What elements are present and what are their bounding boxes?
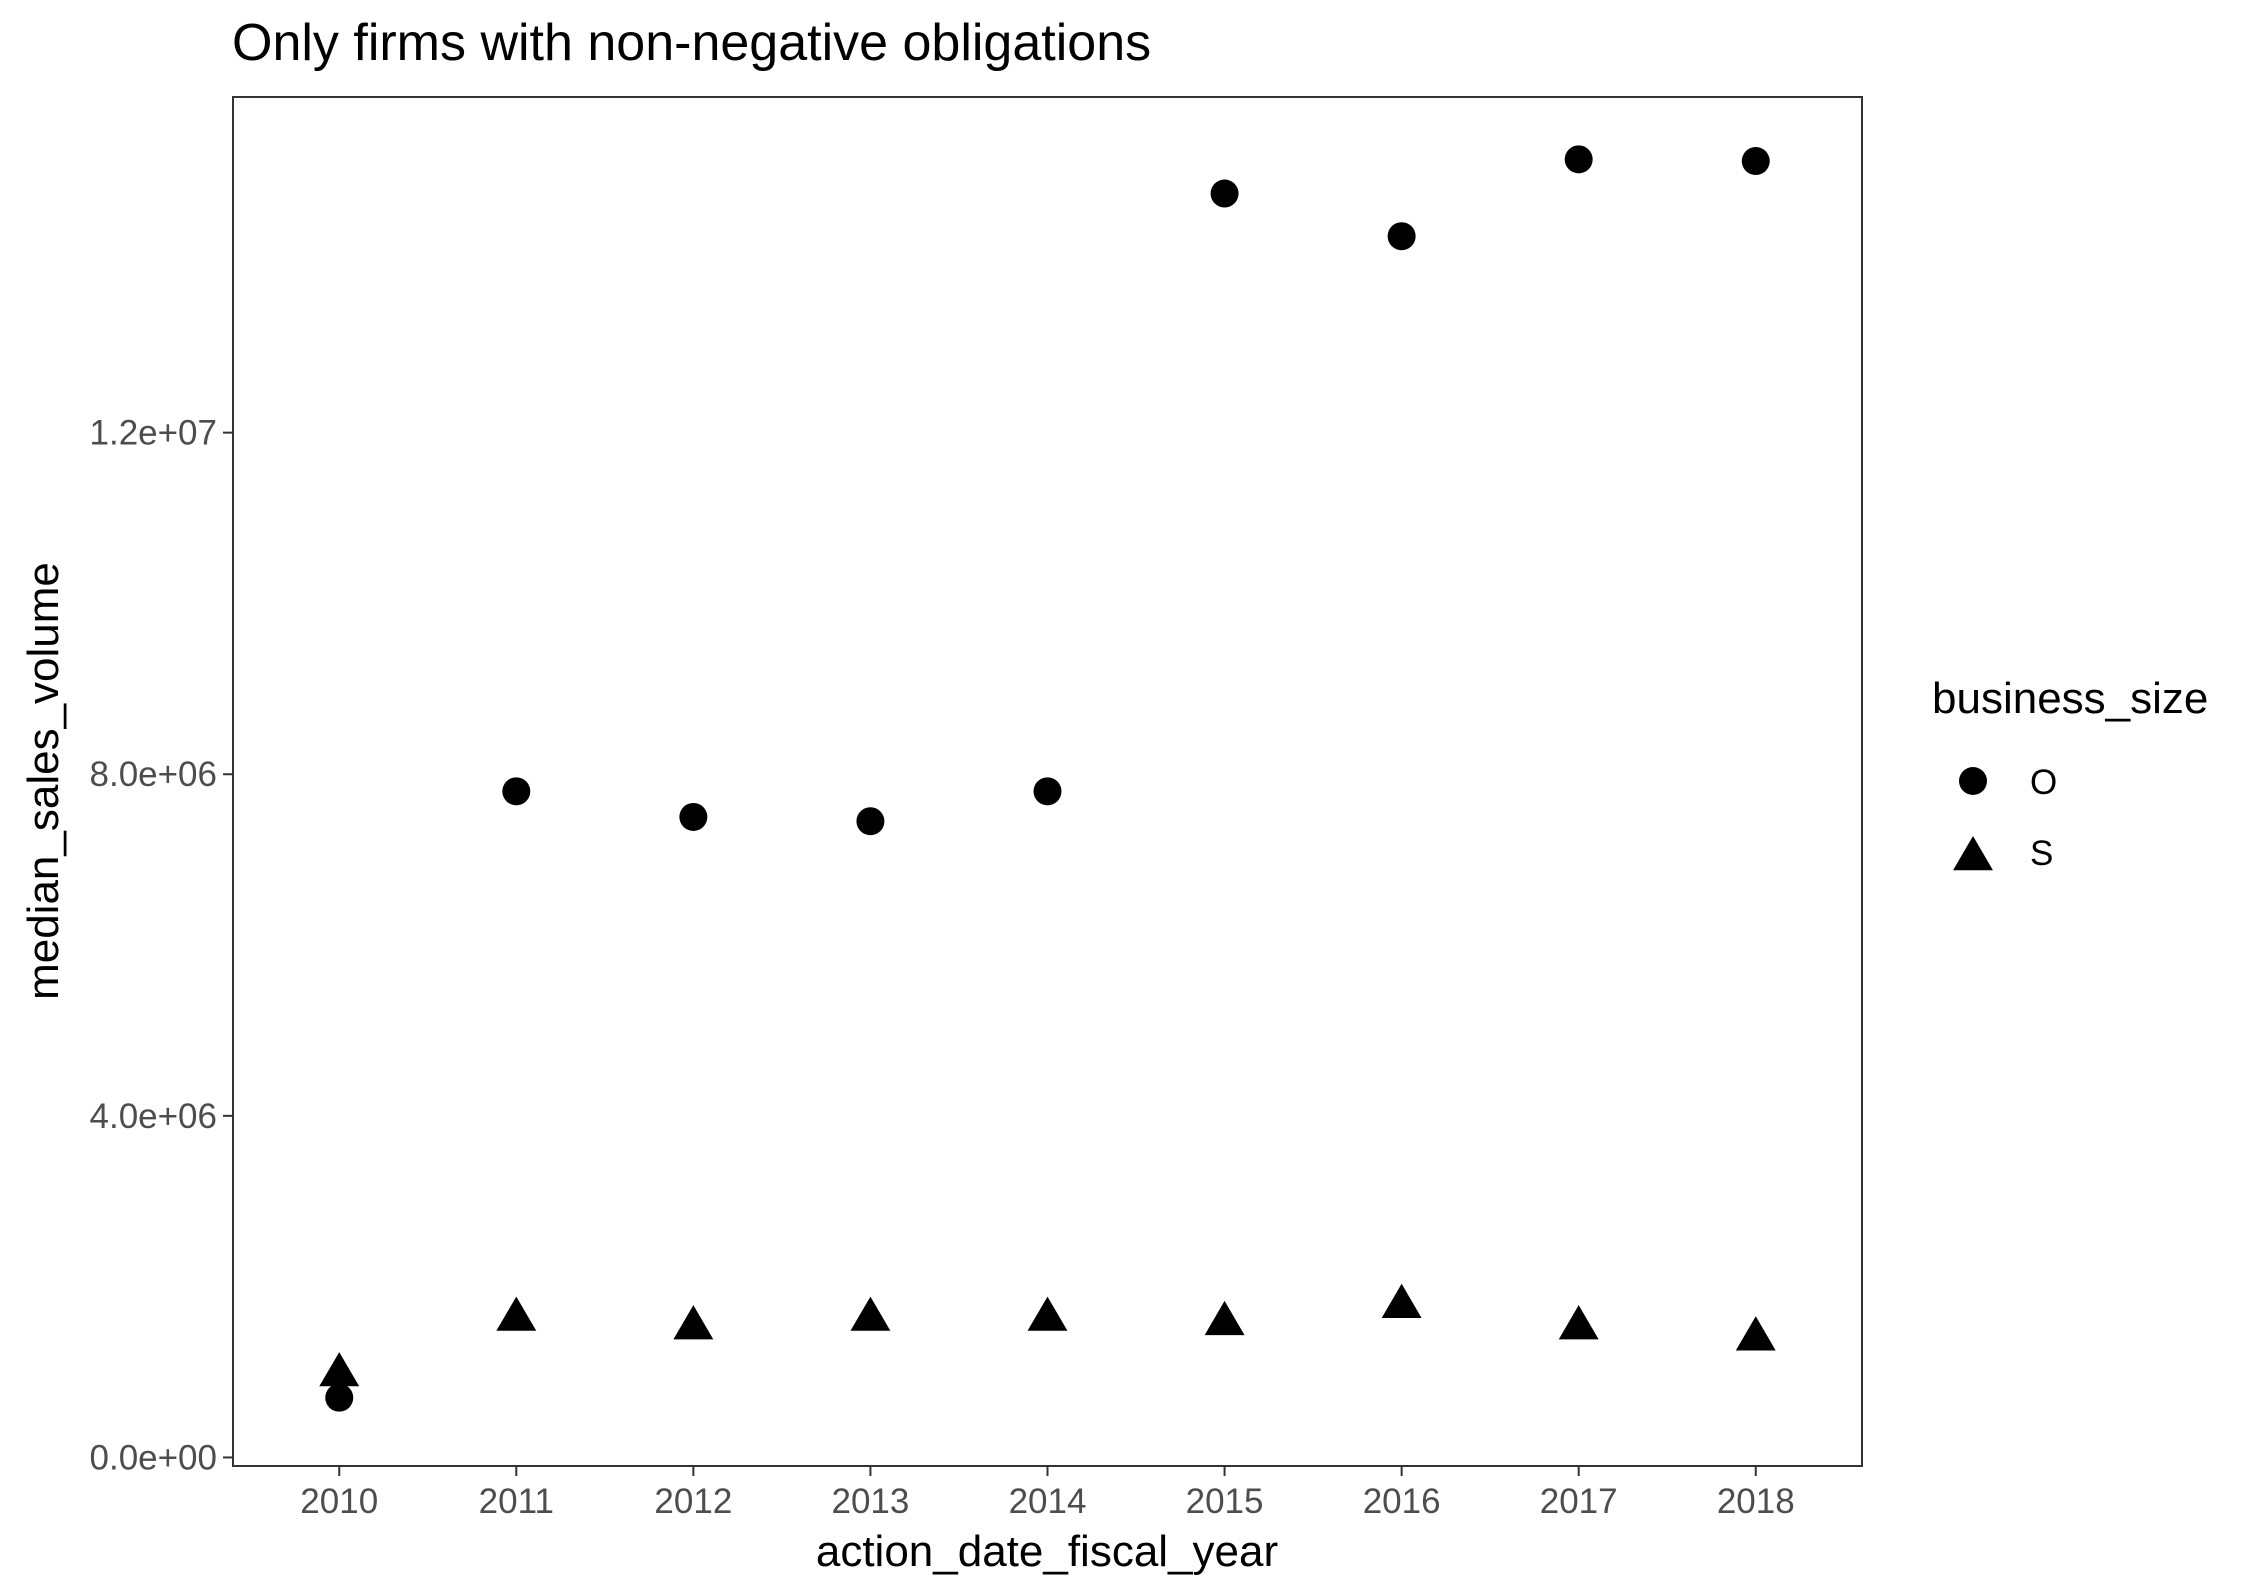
legend-keys: OS: [1953, 763, 2057, 873]
legend-title: business_size: [1932, 674, 2208, 723]
chart-title: Only firms with non-negative obligations: [232, 14, 1151, 72]
point-s-2015: [1204, 1300, 1245, 1336]
point-o-2017: [1564, 145, 1593, 174]
point-s-2011: [496, 1296, 537, 1331]
x-tick-label: 2011: [479, 1482, 554, 1521]
x-axis: 2010 2011 2012 2013 2014 2015 2016 2017 2018: [300, 1466, 1795, 1521]
x-tick-label: 2013: [831, 1482, 909, 1521]
x-tick-label: 2016: [1363, 1482, 1441, 1521]
legend-label-o: O: [2030, 763, 2057, 802]
point-o-2013: [856, 807, 885, 836]
point-s-2017: [1558, 1305, 1599, 1340]
x-tick-label: 2010: [300, 1482, 378, 1521]
y-tick-label: 8.0e+06: [90, 755, 218, 794]
x-tick-label: 2014: [1009, 1482, 1087, 1521]
y-tick-label: 0.0e+00: [90, 1438, 218, 1477]
y-tick-label: 4.0e+06: [90, 1097, 218, 1136]
point-o-2010: [325, 1383, 354, 1412]
point-o-2018: [1741, 147, 1770, 176]
y-tick-label: 1.2e+07: [90, 414, 218, 453]
point-s-2016: [1381, 1283, 1422, 1318]
point-s-2012: [673, 1305, 714, 1340]
y-axis: 0.0e+00 4.0e+06 8.0e+06 1.2e+07: [90, 414, 233, 1477]
point-s-2014: [1027, 1296, 1068, 1331]
x-tick-label: 2015: [1186, 1482, 1264, 1521]
legend-key-o: [1959, 767, 1987, 795]
point-o-2015: [1210, 179, 1239, 208]
x-tick-label: 2018: [1717, 1482, 1795, 1521]
point-o-2014: [1033, 777, 1062, 806]
point-o-2011: [502, 777, 531, 806]
legend-key-s: [1953, 836, 1993, 871]
point-o-2016: [1387, 222, 1416, 251]
x-tick-label: 2012: [654, 1482, 732, 1521]
x-tick-label: 2017: [1540, 1482, 1618, 1521]
legend-label-s: S: [2030, 834, 2053, 873]
data-points: [319, 145, 1776, 1412]
point-o-2012: [679, 802, 708, 831]
x-axis-title: action_date_fiscal_year: [816, 1527, 1278, 1576]
legend: business_size OS: [1932, 674, 2208, 873]
point-s-2018: [1735, 1316, 1776, 1351]
y-axis-title: median_sales_volume: [19, 562, 68, 1000]
point-s-2010: [319, 1352, 360, 1387]
point-s-2013: [850, 1296, 891, 1331]
